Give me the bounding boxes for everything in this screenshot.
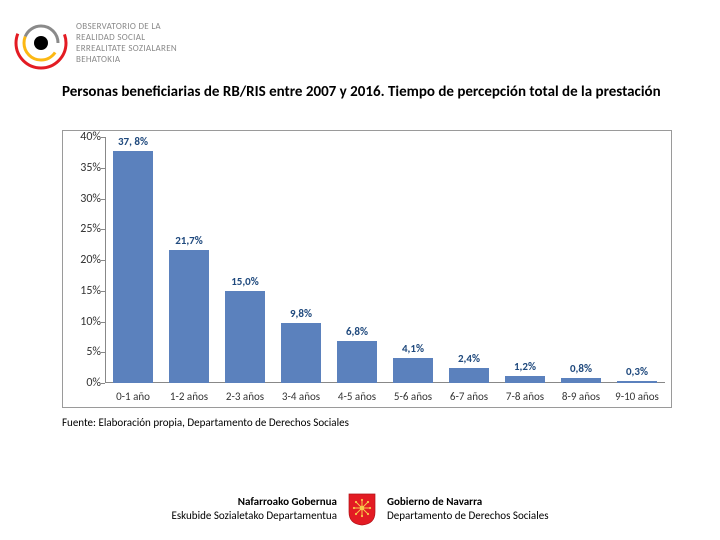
bar-value-label: 0,3% <box>626 365 648 378</box>
x-tick-label: 3-4 años <box>282 390 320 403</box>
logo-line-4: BEHATOKIA <box>76 54 177 65</box>
logo-line-2: REALIDAD SOCIAL <box>76 32 177 43</box>
logo-line-3: ERREALITATE SOZIALAREN <box>76 43 177 54</box>
footer-right-line1: Gobierno de Navarra <box>387 495 549 509</box>
y-tick-mark <box>101 352 105 353</box>
y-tick-mark <box>101 168 105 169</box>
bar: 6,8% <box>337 341 376 383</box>
bar-value-label: 15,0% <box>231 275 259 288</box>
plot-area: 0%5%10%15%20%25%30%35%40%37, 8%0-1 año21… <box>105 137 665 383</box>
bar: 4,1% <box>393 358 432 383</box>
x-tick-label: 0-1 año <box>116 390 150 403</box>
footer-left-line2: Eskubide Sozialetako Departamentua <box>171 509 337 523</box>
bar-value-label: 1,2% <box>514 360 536 373</box>
x-tick-label: 4-5 años <box>338 390 376 403</box>
bar: 0,3% <box>617 381 656 383</box>
header-logo: OBSERVATORIO DE LA REALIDAD SOCIAL ERREA… <box>14 16 177 70</box>
footer-es-text: Gobierno de Navarra Departamento de Dere… <box>387 495 549 523</box>
y-tick-mark <box>101 260 105 261</box>
x-tick-label: 7-8 años <box>506 390 544 403</box>
y-tick-label: 20% <box>65 253 101 267</box>
bar: 15,0% <box>225 291 264 383</box>
bar-value-label: 37, 8% <box>118 135 148 148</box>
bar-value-label: 21,7% <box>175 234 203 247</box>
bar: 9,8% <box>281 323 320 383</box>
footer-nav-logos: Nafarroako Gobernua Eskubide Sozialetako… <box>0 492 720 526</box>
bar: 37, 8% <box>113 151 152 383</box>
y-tick-mark <box>101 137 105 138</box>
y-tick-label: 35% <box>65 161 101 175</box>
y-tick-label: 0% <box>65 376 101 390</box>
bar-value-label: 4,1% <box>402 342 424 355</box>
bar-value-label: 6,8% <box>346 325 368 338</box>
y-tick-label: 30% <box>65 192 101 206</box>
bar-value-label: 2,4% <box>458 352 480 365</box>
x-tick-label: 6-7 años <box>450 390 488 403</box>
y-tick-label: 25% <box>65 222 101 236</box>
y-tick-mark <box>101 199 105 200</box>
navarra-shield-icon <box>347 492 377 526</box>
bar-value-label: 0,8% <box>570 362 592 375</box>
y-axis <box>105 137 106 383</box>
y-tick-label: 5% <box>65 345 101 359</box>
footer-right-line2: Departamento de Derechos Sociales <box>387 509 549 523</box>
y-tick-mark <box>101 383 105 384</box>
footer-eu-text: Nafarroako Gobernua Eskubide Sozialetako… <box>171 495 337 523</box>
bar-value-label: 9,8% <box>290 307 312 320</box>
x-tick-label: 2-3 años <box>226 390 264 403</box>
chart-container: 0% 5% 10% 15% 20% 25% 30% 35% 40% 37, 8% 0-1 año 21… <box>62 130 672 408</box>
footer-left-line1: Nafarroako Gobernua <box>171 495 337 509</box>
source-note: Fuente: Elaboración propia, Departamento… <box>62 416 349 429</box>
y-tick-mark <box>101 322 105 323</box>
x-tick-label: 9-10 años <box>615 390 659 403</box>
y-tick-label: 10% <box>65 315 101 329</box>
bar: 2,4% <box>449 368 488 383</box>
chart-title: Personas beneficiarias de RB/RIS entre 2… <box>62 82 680 102</box>
bar: 1,2% <box>505 376 544 383</box>
x-tick-label: 8-9 años <box>562 390 600 403</box>
y-tick-mark <box>101 291 105 292</box>
logo-line-1: OBSERVATORIO DE LA <box>76 21 177 32</box>
bar: 0,8% <box>561 378 600 383</box>
y-tick-mark <box>101 229 105 230</box>
x-tick-label: 1-2 años <box>170 390 208 403</box>
logo-rings-icon <box>14 16 68 70</box>
x-tick-label: 5-6 años <box>394 390 432 403</box>
y-tick-label: 40% <box>65 130 101 144</box>
y-tick-label: 15% <box>65 284 101 298</box>
bar: 21,7% <box>169 250 208 383</box>
logo-text: OBSERVATORIO DE LA REALIDAD SOCIAL ERREA… <box>76 21 177 66</box>
